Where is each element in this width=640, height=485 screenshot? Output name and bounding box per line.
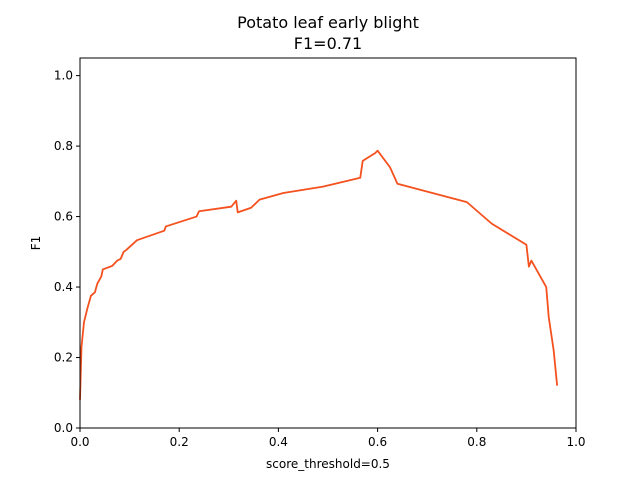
plot-area: [79, 149, 559, 400]
x-tick-label: 0.2: [170, 435, 189, 449]
y-tick-label: 0.6: [54, 210, 73, 224]
y-tick-label: 0.8: [54, 139, 73, 153]
y-tick-label: 0.2: [54, 351, 73, 365]
y-tick-label: 1.0: [54, 69, 73, 83]
chart-subtitle: F1=0.71: [294, 34, 362, 53]
plot-frame: [79, 57, 577, 429]
y-axis-label: F1: [29, 236, 43, 251]
f1-series-line: [79, 149, 559, 400]
x-axis-label: score_threshold=0.5: [266, 457, 390, 471]
x-tick-label: 0.4: [269, 435, 288, 449]
chart-title: Potato leaf early blight: [237, 13, 419, 32]
x-tick-label: 0.8: [467, 435, 486, 449]
x-axis-ticks: 0.0 0.2 0.4 0.6 0.8 1.0: [70, 428, 586, 449]
x-tick-label: 0.0: [70, 435, 89, 449]
y-axis-ticks: 0.0 0.2 0.4 0.6 0.8 1.0: [54, 69, 80, 435]
x-tick-label: 0.6: [368, 435, 387, 449]
y-tick-label: 0.0: [54, 421, 73, 435]
y-tick-label: 0.4: [54, 280, 73, 294]
x-tick-label: 1.0: [566, 435, 585, 449]
